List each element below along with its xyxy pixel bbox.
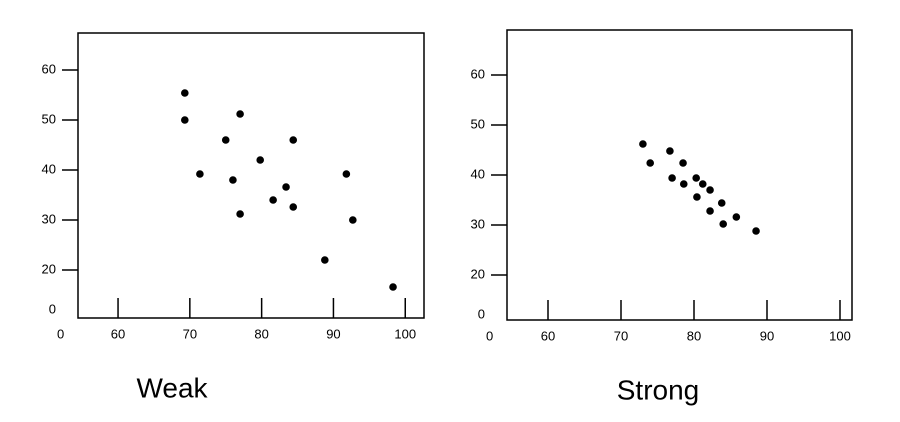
scatter-point — [321, 256, 329, 264]
scatter-point — [693, 193, 701, 201]
y-tick-label: 30 — [471, 216, 485, 231]
scatter-point — [692, 174, 700, 182]
y-tick-label: 0 — [49, 301, 56, 316]
scatter-point — [706, 186, 714, 194]
x-tick-label: 70 — [183, 326, 197, 341]
scatter-point — [269, 196, 277, 204]
x-tick-label: 0 — [486, 328, 493, 343]
y-tick-label: 40 — [471, 166, 485, 181]
x-tick-label: 60 — [541, 328, 555, 343]
scatter-point — [698, 180, 707, 188]
y-tick-label: 20 — [471, 266, 485, 281]
scatter-point — [236, 210, 244, 218]
scatter-point — [666, 147, 674, 155]
scatter-point — [706, 207, 714, 215]
y-tick-label: 50 — [471, 116, 485, 131]
scatter-point — [732, 213, 741, 221]
x-tick-label: 100 — [394, 326, 416, 341]
scatter-point — [221, 136, 230, 144]
scatter-point — [289, 203, 298, 211]
x-tick-label: 80 — [254, 326, 268, 341]
scatter-point — [342, 170, 351, 178]
x-tick-label: 80 — [687, 328, 701, 343]
x-tick-label: 90 — [760, 328, 774, 343]
x-tick-label: 70 — [614, 328, 628, 343]
scatter-point — [639, 140, 647, 148]
y-tick-label: 50 — [42, 111, 56, 126]
scatter-point — [646, 159, 654, 167]
scatter-point — [389, 283, 397, 291]
x-tick-label: 90 — [326, 326, 340, 341]
scatter-point — [717, 199, 726, 207]
scatter-point — [196, 170, 204, 178]
scatter-point — [181, 89, 189, 97]
y-tick-label: 60 — [471, 66, 485, 81]
scatter-point — [679, 180, 688, 188]
scatter-point — [229, 176, 237, 184]
scatter-point — [282, 183, 290, 191]
y-tick-label: 40 — [42, 161, 56, 176]
chart-caption: Strong — [617, 374, 700, 405]
x-tick-label: 60 — [111, 326, 125, 341]
chart-caption: Weak — [136, 372, 208, 403]
scatter-point — [752, 227, 760, 235]
scatter-point — [349, 216, 357, 224]
scatter-point — [256, 156, 265, 164]
scatter-point — [679, 159, 687, 167]
x-tick-label: 0 — [57, 326, 64, 341]
scatter-point — [719, 220, 727, 228]
plot-frame — [77, 32, 425, 319]
y-tick-label: 30 — [42, 211, 56, 226]
x-tick-label: 100 — [829, 328, 851, 343]
y-tick-label: 0 — [478, 306, 485, 321]
scatter-point — [289, 136, 298, 144]
scatter-point — [181, 116, 189, 124]
y-tick-label: 60 — [42, 61, 56, 76]
plot-frame — [506, 29, 853, 321]
y-tick-label: 20 — [42, 261, 56, 276]
scatter-point — [236, 110, 244, 118]
scatter-point — [668, 174, 676, 182]
